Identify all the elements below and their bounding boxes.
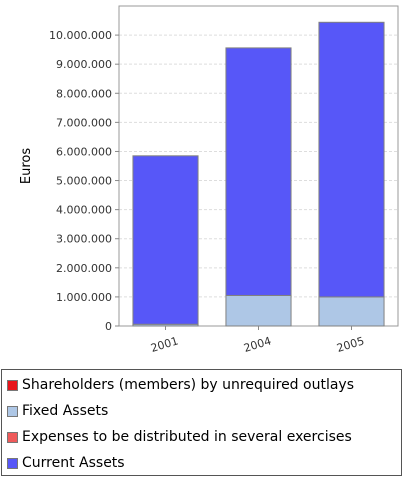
legend-item: Expenses to be distributed in several ex… xyxy=(7,424,401,450)
legend-label: Fixed Assets xyxy=(22,403,109,419)
y-axis: 0 1.000.000 2.000.000 3.000.000 4.000.000 5.0… xyxy=(49,29,119,333)
y-tick-label: 1.000.000 xyxy=(56,291,112,304)
bar-chart: 0 1.000.000 2.000.000 3.000.000 4.000.000 5.0… xyxy=(19,5,399,355)
bar-segment xyxy=(318,296,385,327)
y-tick-label: 9.000.000 xyxy=(56,58,112,71)
bars xyxy=(132,21,385,327)
legend-item: Shareholders (members) by unrequired out… xyxy=(7,372,401,398)
legend-label: Expenses to be distributed in several ex… xyxy=(22,429,352,445)
legend-swatch xyxy=(7,379,18,391)
x-tick-label: 2001 xyxy=(149,334,180,355)
bar-segment xyxy=(225,294,292,327)
y-tick-label: 4.000.000 xyxy=(56,204,112,217)
y-tick-label: 3.000.000 xyxy=(56,233,112,246)
y-axis-title: Euros xyxy=(19,148,34,184)
legend-label: Shareholders (members) by unrequired out… xyxy=(22,377,354,393)
legend-item: Current Assets xyxy=(7,450,401,476)
y-tick-label: 2.000.000 xyxy=(56,262,112,275)
bar-segment xyxy=(318,21,385,298)
x-axis: 2001 2004 2005 xyxy=(149,326,366,355)
y-tick-label: 10.000.000 xyxy=(49,29,112,42)
x-tick-label: 2005 xyxy=(335,334,366,355)
y-tick-label: 5.000.000 xyxy=(56,175,112,188)
legend-swatch xyxy=(7,405,18,417)
x-tick-label: 2004 xyxy=(242,334,273,355)
bar-segment xyxy=(225,47,292,296)
legend-item: Fixed Assets xyxy=(7,398,401,424)
y-tick-label: 7.000.000 xyxy=(56,116,112,129)
y-tick-label: 8.000.000 xyxy=(56,87,112,100)
legend-swatch xyxy=(7,431,18,443)
legend-swatch xyxy=(7,457,18,469)
y-tick-label: 0 xyxy=(105,320,112,333)
legend-label: Current Assets xyxy=(22,455,125,471)
y-tick-label: 6.000.000 xyxy=(56,145,112,158)
bar-segment xyxy=(132,155,199,325)
legend: Shareholders (members) by unrequired out… xyxy=(1,369,402,476)
